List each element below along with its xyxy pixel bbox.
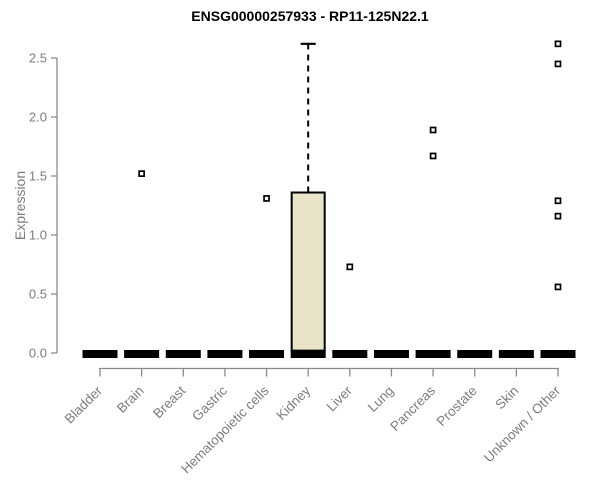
x-category-label: Lung [365, 383, 397, 415]
boxplot-median [165, 350, 201, 358]
y-tick-label: 2.5 [29, 51, 47, 66]
boxplot-median [373, 350, 409, 358]
x-category-label: Bladder [62, 383, 106, 427]
boxplot-median [249, 350, 285, 358]
outlier-point [554, 212, 562, 220]
chart-title: ENSG00000257933 - RP11-125N22.1 [191, 8, 429, 24]
x-category-label: Breast [150, 383, 188, 421]
outlier-point [138, 170, 145, 177]
y-tick-label: 0.5 [29, 287, 47, 302]
y-tick-label: 0.0 [29, 346, 47, 361]
y-axis-title: Expression [12, 171, 28, 240]
x-category-label: Pancreas [387, 383, 438, 434]
boxplot-median [124, 350, 160, 358]
y-tick-label: 1.5 [29, 169, 47, 184]
outlier-point [554, 197, 562, 205]
boxplot-box [290, 191, 326, 352]
y-tick-label: 1.0 [29, 228, 47, 243]
x-category-label: Unknown / Other [481, 383, 564, 466]
outlier-point [554, 283, 562, 291]
x-category-label: Gastric [189, 383, 230, 424]
boxplot-median [498, 350, 534, 358]
outlier-point [554, 60, 562, 68]
y-tick-label: 2.0 [29, 110, 47, 125]
x-category-label: Brain [114, 383, 147, 416]
x-category-label: Kidney [274, 383, 314, 423]
x-category-label: Prostate [434, 383, 480, 429]
boxplot-median [207, 350, 243, 358]
boxplot-median [82, 350, 118, 358]
boxplot-median [332, 350, 368, 358]
outlier-point [429, 152, 437, 160]
x-category-label: Liver [324, 383, 356, 415]
outlier-point [429, 126, 437, 134]
boxplot-median [290, 350, 326, 358]
boxplot-median [415, 350, 451, 358]
outlier-point [554, 40, 562, 48]
outlier-point [263, 195, 270, 202]
boxplot-median [540, 350, 576, 358]
outlier-point [346, 263, 354, 271]
boxplot-median [457, 350, 493, 358]
x-category-label: Skin [492, 383, 521, 412]
